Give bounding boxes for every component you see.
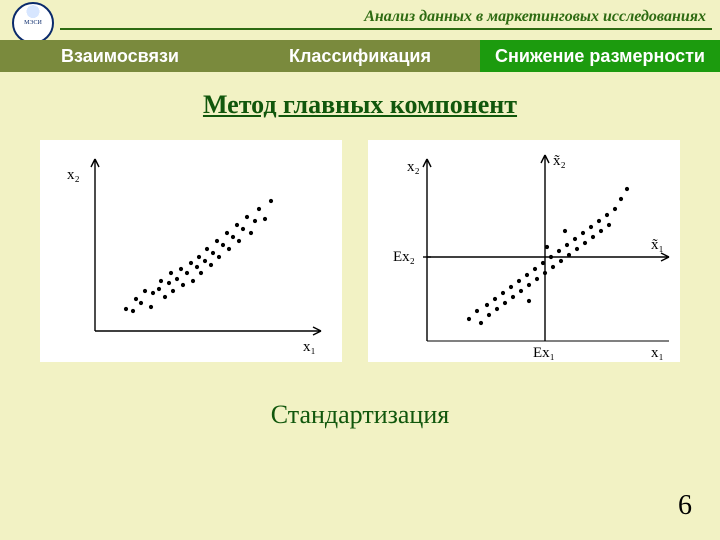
header-subtitle: Анализ данных в маркетинговых исследован… (364, 8, 706, 26)
svg-text:x₂: x₂ (67, 167, 80, 183)
header-rule (60, 28, 712, 30)
tab-label: Снижение размерности (495, 46, 705, 67)
svg-text:x̃₁: x̃₁ (651, 237, 664, 253)
tab-label: Взаимосвязи (61, 46, 179, 67)
tab-bar: Взаимосвязи Классификация Снижение разме… (0, 40, 720, 72)
page-number: 6 (678, 490, 692, 522)
slide: МЭСИ Анализ данных в маркетинговых иссле… (0, 0, 720, 540)
tab-relations[interactable]: Взаимосвязи (0, 40, 240, 72)
logo-text: МЭСИ (24, 20, 42, 26)
logo-badge: МЭСИ (12, 2, 54, 44)
svg-text:Ex₁: Ex₁ (533, 345, 555, 361)
tab-classification[interactable]: Классификация (240, 40, 480, 72)
caption: Стандартизация (0, 400, 720, 430)
scatter-right: x₂ Ex₂ Ex₁ x₁ x̃₁ x̃₂ (368, 140, 680, 362)
svg-text:x₁: x₁ (651, 345, 664, 361)
slide-title: Метод главных компонент (0, 90, 720, 120)
tab-label: Классификация (289, 46, 431, 67)
svg-text:x₂: x₂ (407, 159, 420, 175)
svg-text:Ex₂: Ex₂ (393, 249, 415, 265)
scatter-left: x₂ x₁ (40, 140, 342, 362)
tab-dim-reduction[interactable]: Снижение размерности (480, 40, 720, 72)
svg-text:x̃₂: x̃₂ (553, 153, 566, 169)
svg-text:x₁: x₁ (303, 339, 316, 355)
charts-row: x₂ x₁ x₂ Ex₂ Ex₁ x₁ x̃₁ x̃₂ (40, 140, 680, 362)
